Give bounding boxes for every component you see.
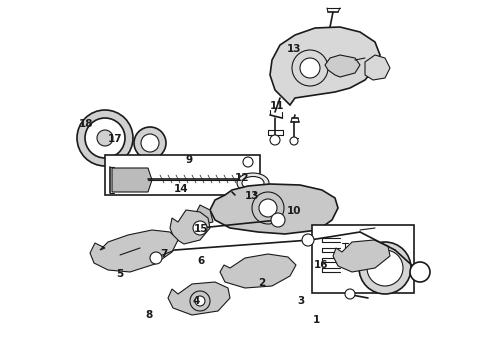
Bar xyxy=(105,155,260,195)
Polygon shape xyxy=(365,55,390,80)
Text: 14: 14 xyxy=(174,184,189,194)
Circle shape xyxy=(193,221,207,235)
Polygon shape xyxy=(220,254,296,288)
Ellipse shape xyxy=(237,173,269,193)
Text: 15: 15 xyxy=(194,224,208,234)
Circle shape xyxy=(359,242,411,294)
Circle shape xyxy=(195,296,205,306)
Polygon shape xyxy=(170,210,210,244)
Circle shape xyxy=(134,127,166,159)
Text: 13: 13 xyxy=(245,191,260,201)
Text: 3: 3 xyxy=(298,296,305,306)
Text: 9: 9 xyxy=(185,155,192,165)
Text: 18: 18 xyxy=(78,119,93,129)
Circle shape xyxy=(367,250,403,286)
Circle shape xyxy=(150,252,162,264)
Polygon shape xyxy=(325,55,360,77)
Text: 2: 2 xyxy=(259,278,266,288)
Polygon shape xyxy=(112,168,152,192)
Text: 1: 1 xyxy=(313,315,319,325)
Circle shape xyxy=(243,157,253,167)
Circle shape xyxy=(77,110,133,166)
Text: 17: 17 xyxy=(108,134,122,144)
Circle shape xyxy=(290,137,298,145)
Text: 6: 6 xyxy=(197,256,204,266)
Circle shape xyxy=(345,289,355,299)
Circle shape xyxy=(410,262,430,282)
Text: 4: 4 xyxy=(192,296,200,306)
Polygon shape xyxy=(168,282,230,315)
Text: 13: 13 xyxy=(287,44,301,54)
Ellipse shape xyxy=(242,176,264,189)
Circle shape xyxy=(141,134,159,152)
Circle shape xyxy=(270,135,280,145)
Bar xyxy=(312,225,414,293)
Circle shape xyxy=(300,58,320,78)
Text: 12: 12 xyxy=(235,173,250,183)
Circle shape xyxy=(259,199,277,217)
Text: 10: 10 xyxy=(287,206,301,216)
Circle shape xyxy=(190,291,210,311)
Text: 5: 5 xyxy=(117,269,123,279)
Polygon shape xyxy=(333,240,390,272)
Polygon shape xyxy=(90,230,178,272)
Text: 8: 8 xyxy=(146,310,153,320)
Circle shape xyxy=(302,234,314,246)
Circle shape xyxy=(85,118,125,158)
Polygon shape xyxy=(210,184,338,234)
Text: 7: 7 xyxy=(160,249,168,259)
Text: 11: 11 xyxy=(270,101,284,111)
Circle shape xyxy=(271,213,285,227)
Circle shape xyxy=(292,50,328,86)
Circle shape xyxy=(97,130,113,146)
Polygon shape xyxy=(195,205,213,225)
Circle shape xyxy=(252,192,284,224)
Polygon shape xyxy=(270,27,380,105)
Text: 16: 16 xyxy=(314,260,328,270)
